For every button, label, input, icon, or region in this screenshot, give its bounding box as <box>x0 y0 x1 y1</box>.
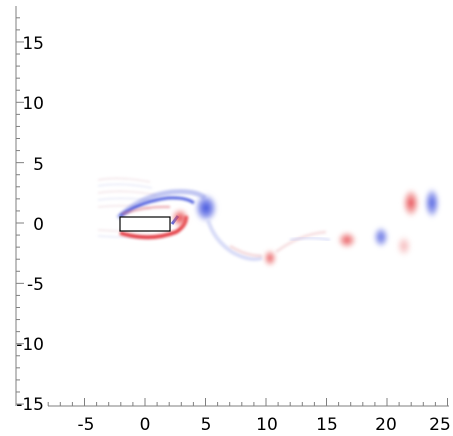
x-tick-label: -5 <box>78 415 95 435</box>
x-tick-label: 20 <box>375 415 397 435</box>
x-tick-label: 10 <box>256 415 278 435</box>
x-tick-label: 0 <box>140 415 151 435</box>
y-tick-label: -15 <box>16 395 44 415</box>
x-tick-label: 15 <box>316 415 338 435</box>
y-tick-label: -5 <box>27 275 44 295</box>
x-tick-label: 25 <box>429 415 451 435</box>
y-tick-label: 15 <box>22 34 44 54</box>
x-axis <box>47 398 449 407</box>
y-tick-label: 10 <box>22 94 44 114</box>
solid-body <box>119 216 171 232</box>
y-tick-label: -10 <box>16 335 44 355</box>
plot-area <box>16 6 449 406</box>
y-tick-label: 0 <box>33 215 44 235</box>
y-tick-label: 5 <box>33 155 44 175</box>
y-axis <box>15 6 24 406</box>
vortex-field <box>171 187 440 267</box>
x-tick-label: 5 <box>201 415 212 435</box>
